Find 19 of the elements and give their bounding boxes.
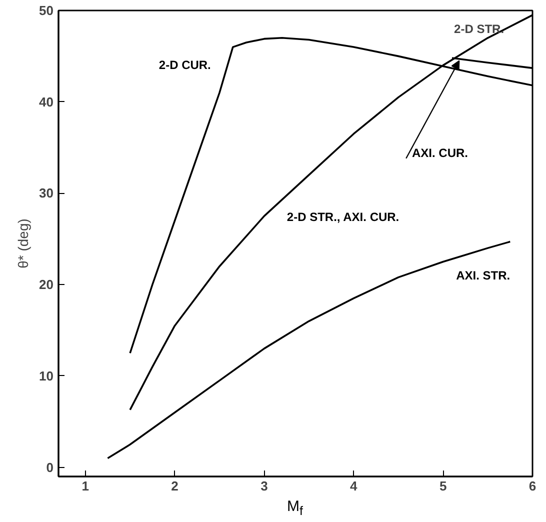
x-tick-label: 5 [439, 478, 447, 494]
annotation: 2-D STR. [454, 22, 504, 36]
y-tick-label: 10 [39, 368, 54, 384]
x-tick-label: 1 [82, 478, 89, 494]
series-label: 2-D CUR. [158, 58, 211, 72]
y-tick-label: 40 [39, 94, 54, 110]
series-label: AXI. STR. [456, 268, 510, 283]
x-tick-label: 4 [350, 478, 358, 494]
x-axis-title: M$_{f}$ [286, 497, 304, 520]
y-tick-label: 20 [39, 277, 54, 292]
text: AXI. CUR. [412, 146, 468, 160]
series-label: 2-D STR., AXI. CUR. [286, 210, 400, 224]
x-tick-label: 6 [528, 478, 536, 494]
x-tick-label: 2 [171, 478, 178, 494]
y-tick-label: 0 [46, 460, 54, 475]
y-tick-label: 30 [39, 186, 54, 201]
y-tick-label: 50 [39, 3, 54, 18]
x-tick-label: 3 [260, 478, 268, 494]
y-axis-title: θ* (deg) [15, 218, 32, 268]
